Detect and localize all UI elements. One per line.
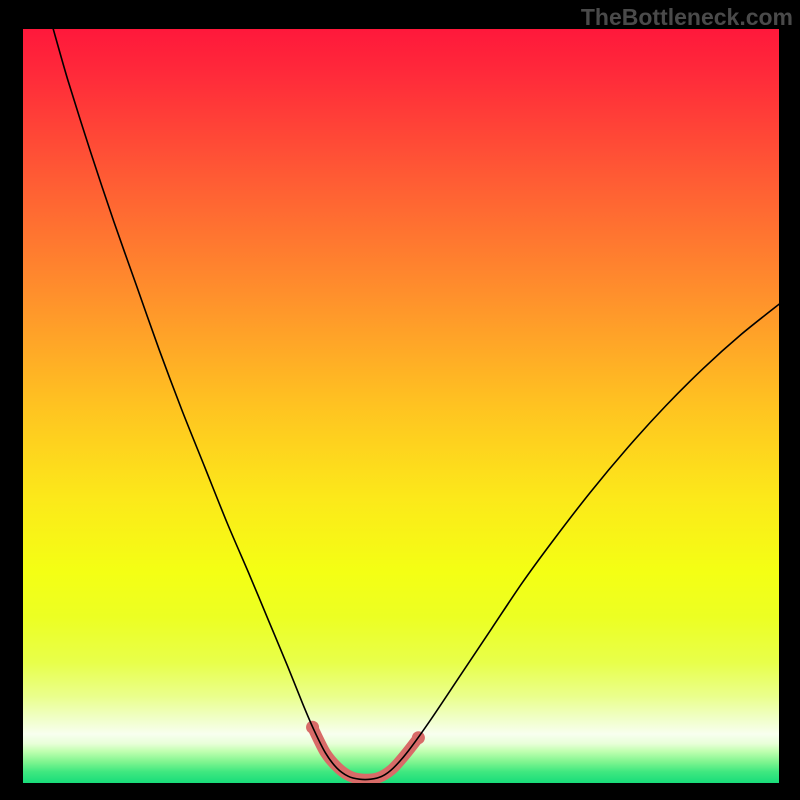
chart-frame: TheBottleneck.com	[0, 0, 800, 800]
plot-area	[23, 29, 779, 783]
watermark-text: TheBottleneck.com	[581, 4, 793, 31]
